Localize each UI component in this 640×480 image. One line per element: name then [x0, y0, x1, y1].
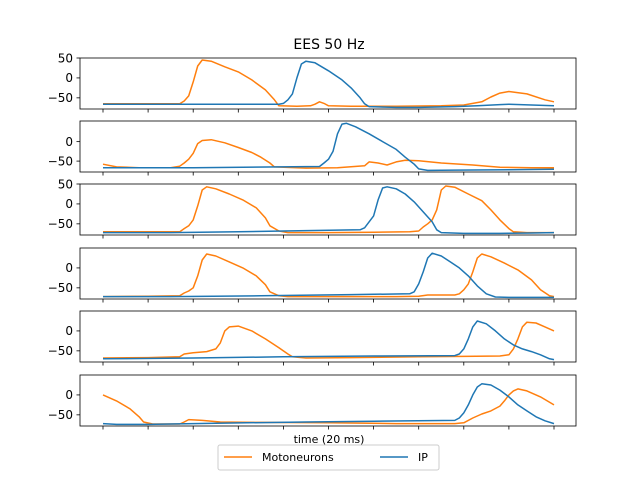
series-line-ip-panel-3 [103, 186, 555, 235]
y-tick-label: 50 [58, 51, 73, 65]
series-line-motoneurons-panel-5 [102, 321, 555, 359]
y-tick-label: 0 [65, 324, 73, 338]
subplot-1: 50 0 −50 [48, 51, 577, 113]
y-tick-label: −50 [48, 344, 73, 358]
y-tick-label: 0 [65, 135, 73, 149]
series-line-ip-panel-5 [102, 320, 555, 361]
y-tick-label: −50 [48, 154, 73, 168]
subplot-2: 0−50 [48, 120, 577, 176]
series-line-motoneurons-panel-4 [102, 253, 555, 298]
series-line-motoneurons-panel-3 [103, 185, 554, 234]
legend-box [217, 444, 440, 471]
subplot-frame [79, 374, 577, 427]
series-line-ip-panel-1 [103, 60, 555, 109]
y-tick-label: 0 [65, 261, 73, 275]
y-tick-label: 50 [58, 177, 73, 191]
series-line-ip-panel-2 [103, 122, 555, 172]
legend: Motoneurons IP [217, 444, 440, 471]
y-tick-label: −50 [48, 281, 73, 295]
series-line-motoneurons-panel-2 [102, 138, 554, 169]
subplot-3: 50 0 −50 [48, 177, 577, 239]
subplot-frame [79, 57, 577, 110]
y-tick-label: 0 [65, 388, 73, 402]
subplot-5: 0−50 [48, 310, 577, 366]
chart-title: EES 50 Hz [293, 37, 364, 53]
y-tick-label: −50 [48, 408, 73, 422]
subplot-4: 0−50 [48, 247, 577, 303]
y-tick-label: −50 [48, 91, 73, 105]
legend-label-motoneurons: Motoneurons [262, 451, 334, 464]
subplot-frame [79, 183, 577, 236]
series-line-ip-panel-4 [103, 252, 554, 299]
subplot-6: 0−50 [48, 374, 577, 430]
subplot-frame [79, 310, 577, 363]
y-tick-label: 0 [65, 71, 73, 85]
x-axis-label: time (20 ms) [294, 433, 365, 446]
legend-label-ip: IP [418, 451, 428, 464]
subplot-frame [79, 120, 577, 173]
y-tick-label: 0 [65, 197, 73, 211]
y-tick-label: −50 [48, 217, 73, 231]
series-line-motoneurons-panel-6 [102, 388, 555, 425]
series-line-motoneurons-panel-1 [103, 59, 555, 107]
subplot-frame [79, 247, 577, 300]
series-line-ip-panel-6 [102, 383, 555, 426]
